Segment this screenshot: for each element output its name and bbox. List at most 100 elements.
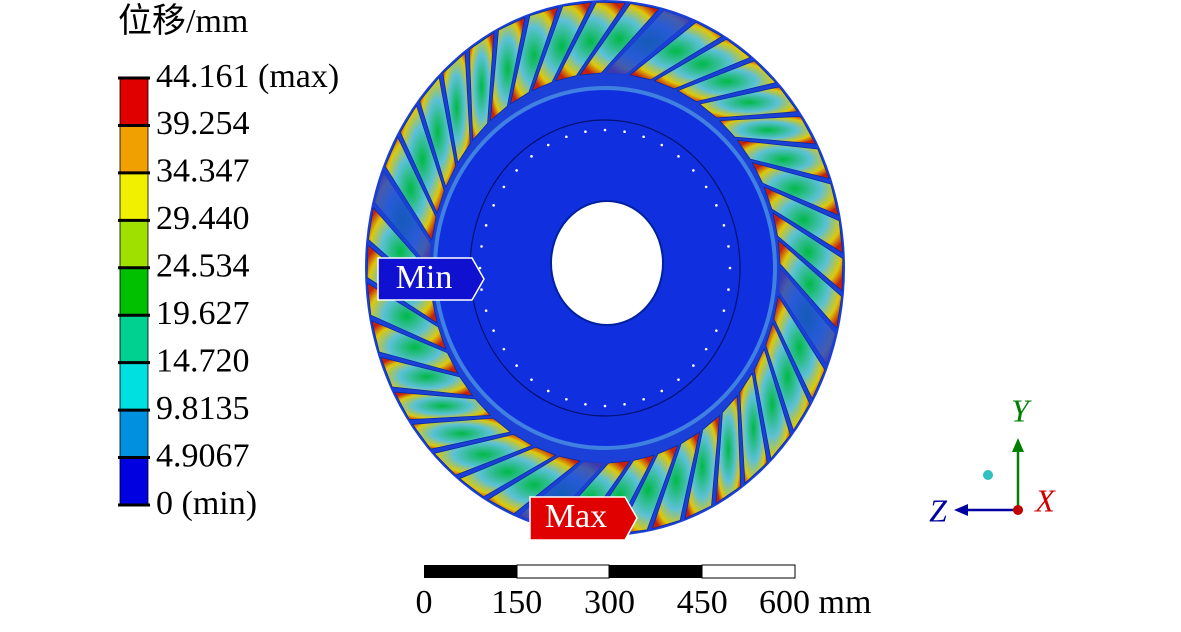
legend-swatch <box>119 314 149 364</box>
blade <box>715 394 742 505</box>
blade <box>554 1 627 82</box>
bolt-hole <box>660 143 664 147</box>
bolt-hole <box>565 135 568 139</box>
z-axis-label: Z <box>929 492 948 528</box>
bolt-hole <box>715 204 718 207</box>
blade <box>751 161 839 216</box>
scale-segment <box>424 565 517 578</box>
legend-label: 14.720 <box>156 342 250 379</box>
blade <box>373 170 432 270</box>
bolt-hole <box>677 378 680 381</box>
bolt-hole <box>530 378 533 381</box>
legend-swatch <box>119 362 149 411</box>
legend-label: 24.534 <box>156 248 250 285</box>
blade <box>753 347 791 460</box>
bolt-hole <box>704 185 708 189</box>
scale-segment <box>701 564 796 579</box>
bolt-hole <box>492 329 495 332</box>
bolt-hole <box>502 347 506 351</box>
bolt-hole <box>727 288 730 291</box>
scale-label: 600 mm <box>759 584 871 621</box>
bolt-hole <box>692 169 695 172</box>
x-axis-label: X <box>1033 482 1056 518</box>
scale-segment <box>609 565 702 578</box>
max-tag <box>529 496 638 541</box>
bolt-hole <box>565 397 568 401</box>
legend-label: 19.627 <box>156 295 250 332</box>
scale-label: 450 <box>677 584 728 621</box>
blade <box>651 431 701 530</box>
blade <box>393 391 492 421</box>
legend-swatch <box>119 125 149 174</box>
bolt-hole <box>722 309 726 312</box>
legend-swatch <box>119 267 149 316</box>
center-hole <box>550 200 664 326</box>
blade <box>629 21 723 81</box>
blade <box>419 76 457 189</box>
view-dot <box>983 470 993 480</box>
legend-label: 29.440 <box>156 200 250 237</box>
max-label: Max <box>545 498 607 535</box>
blade <box>442 51 471 164</box>
blade <box>384 136 437 242</box>
bolt-hole <box>546 389 550 393</box>
bolt-hole <box>728 266 732 270</box>
blade <box>487 455 581 515</box>
scale-label: 0 <box>416 584 433 621</box>
blade <box>531 1 593 92</box>
blade <box>411 417 512 450</box>
blade <box>371 320 459 375</box>
legend-swatch <box>119 457 149 506</box>
min-tag <box>377 257 485 301</box>
wheel-model <box>365 0 845 536</box>
bolt-hole <box>715 329 718 332</box>
blade <box>653 38 752 90</box>
bolt-hole <box>722 224 726 227</box>
blade <box>765 321 811 432</box>
bolt-hole <box>584 403 587 406</box>
bolt-hole <box>492 204 495 207</box>
blade <box>736 139 830 180</box>
blade <box>509 6 559 105</box>
y-axis-label: Y <box>1011 392 1032 428</box>
scale-label: 300 <box>584 584 635 621</box>
bolt-hole <box>642 135 645 139</box>
y-arrowhead <box>1012 438 1024 452</box>
blade <box>458 446 557 498</box>
bolt-hole <box>623 130 626 133</box>
legend-swatch <box>119 409 149 458</box>
blade <box>604 9 693 75</box>
blade <box>676 60 777 103</box>
blade <box>399 104 445 215</box>
bolt-hole <box>515 364 518 367</box>
z-arrowhead <box>954 504 968 516</box>
bolt-hole <box>642 397 645 401</box>
bolt-hole <box>692 364 695 367</box>
bolt-hole <box>677 155 680 158</box>
blade <box>778 266 837 366</box>
legend-label: 34.347 <box>156 153 250 190</box>
legend-swatch <box>119 172 149 221</box>
blade <box>772 212 844 292</box>
blade <box>433 433 534 476</box>
legend: 位移/mm 44.161 (max) 39.254 34.347 29.440 24.5… <box>118 2 339 522</box>
blade <box>489 16 526 122</box>
blade <box>773 294 826 400</box>
legend-label: 0 (min) <box>156 485 257 522</box>
bolt-hole <box>603 404 607 408</box>
bolt-hole <box>480 288 483 291</box>
x-axis-dot <box>1013 505 1023 515</box>
bolt-hole <box>546 143 550 147</box>
scale-bar: 0 150 300 450 600 mm <box>416 564 871 621</box>
legend-label: 9.8135 <box>156 390 250 427</box>
legend-label: 39.254 <box>156 105 250 142</box>
bolt-hole <box>502 185 506 189</box>
blade <box>777 239 843 330</box>
min-marker: Min <box>377 257 485 301</box>
legend-swatch <box>119 77 149 126</box>
bolt-hole <box>515 169 518 172</box>
blade <box>763 186 844 254</box>
legend-swatch <box>119 219 149 269</box>
